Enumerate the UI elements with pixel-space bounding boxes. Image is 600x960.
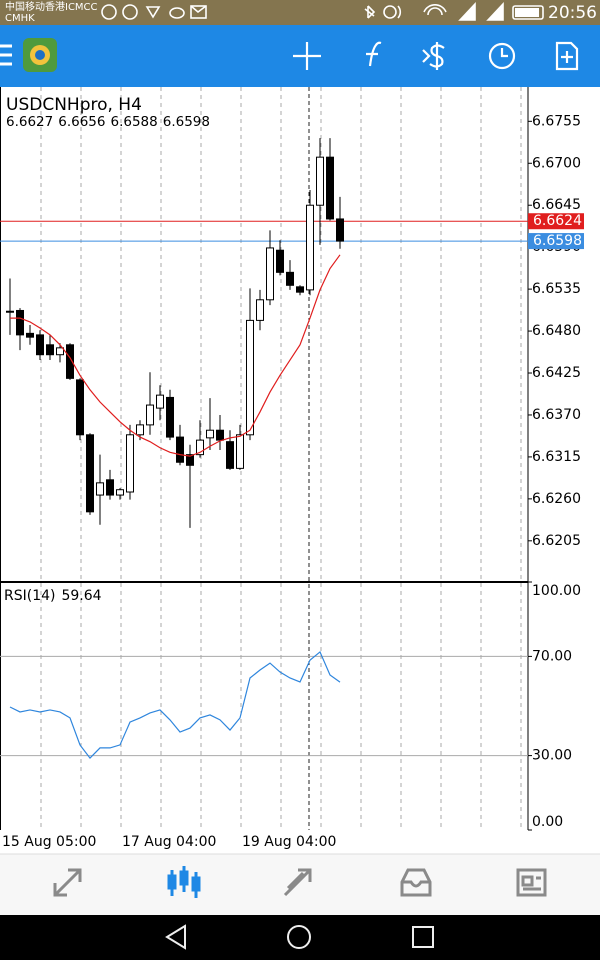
x-tick-label: 15 Aug 05:00 [2,834,96,850]
y-tick-label: 6.6315 [532,449,581,465]
back-button[interactable] [165,924,186,950]
candle-body [216,429,224,441]
y-tick-label: 6.6370 [532,407,581,423]
rsi-line [9,650,341,759]
bottom-nav [0,854,600,915]
candle-body [296,286,304,293]
candle-body [336,218,344,242]
candle-body [106,479,114,496]
news-tab[interactable] [516,868,547,897]
bid-label-box [528,233,584,250]
candle-body [236,434,244,469]
candle-body [226,441,234,469]
carrier: 中国移动香港ICMCC [5,0,98,13]
candle-body [26,332,34,338]
app-icon[interactable] [23,38,57,72]
y-tick-label: 30.00 [532,748,572,764]
recent-button[interactable] [412,926,434,948]
ohlc-close: 6.6598 [163,114,210,130]
trade-button[interactable] [422,42,445,70]
bid-label: 6.6598 [533,233,582,249]
history-tab[interactable] [400,868,432,897]
ohlc-low: 6.6588 [111,114,158,130]
candle-body [186,454,194,466]
candle-body [96,482,104,496]
ask-label-box [528,213,584,230]
candle-body [46,344,54,356]
candle-body [206,429,214,439]
y-tick-label: 0.00 [532,814,563,830]
period-button[interactable] [488,42,516,70]
candle-body [316,156,324,206]
objects-button[interactable] [555,41,579,71]
candle-body [66,344,74,379]
candle-body [286,271,294,286]
candle-body [326,156,334,220]
candle-body [56,347,64,356]
y-tick-label: 6.6755 [532,113,581,129]
quotes-tab[interactable] [53,868,82,897]
y-tick-label: 6.6480 [532,323,581,339]
ask-label: 6.6624 [533,213,582,229]
y-tick-label: 6.6205 [532,533,581,549]
ohlc-high: 6.6656 [58,114,105,130]
moving-average [10,254,341,457]
y-tick-label: 6.6425 [532,365,581,381]
candle-body [6,310,14,313]
vertical-grid [40,87,522,830]
x-tick-label: 19 Aug 04:00 [242,834,336,850]
trade-tab[interactable] [283,868,312,897]
ohlc-readout: 6.6627 6.6656 6.6588 6.6598 [6,114,210,130]
candle-body [166,396,174,438]
rsi-name: RSI(14) [4,588,55,604]
candle-body [246,319,254,436]
candle-body [146,404,154,426]
candle-body [36,334,44,356]
x-tick-label: 17 Aug 04:00 [122,834,216,850]
candle-body [256,299,264,321]
y-tick-label: 6.6260 [532,491,581,507]
candle-body [86,434,94,513]
home-button[interactable] [287,925,311,949]
chart-title: USDCNHpro, H4 [6,95,142,115]
y-tick-label: 6.6645 [532,197,581,213]
candle-body [196,439,204,456]
candle-body [156,394,164,409]
y-tick-label: 100.00 [532,583,581,599]
system-nav [0,915,600,960]
y-tick-label: 6.6700 [532,155,581,171]
candle-body [276,249,284,273]
candle-body [16,309,24,336]
rsi-value: 59.64 [61,588,101,604]
candle-body [176,436,184,463]
y-tick-label: 6.6535 [532,281,581,297]
status-icons [101,1,544,21]
rsi-title: RSI(14) 59.64 [4,588,102,604]
candle-body [126,434,134,493]
clock: 20:56 [548,3,597,23]
y-tick-label: 70.00 [532,648,572,664]
candle-body [116,489,124,496]
ohlc-open: 6.6627 [6,114,53,130]
chart-tab[interactable] [167,866,201,898]
crosshair-button[interactable] [293,42,321,70]
candle-body [136,424,144,436]
candle-body [306,204,314,291]
indicators-button[interactable] [366,41,382,67]
carrier2: CMHK [5,13,35,24]
candle-body [76,379,84,436]
candle-body [266,247,274,301]
menu-button[interactable] [0,44,12,66]
